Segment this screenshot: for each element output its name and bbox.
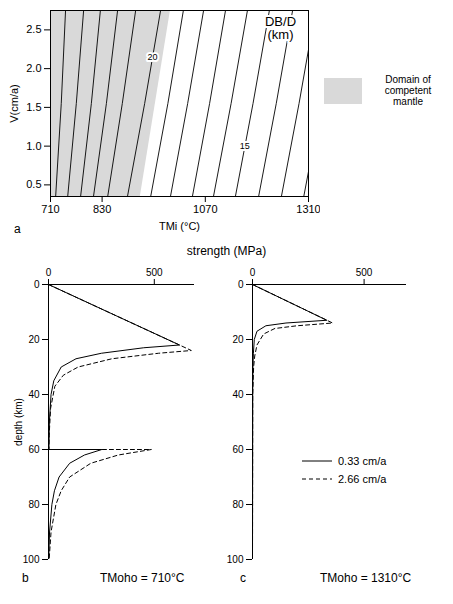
svg-text:1310: 1310 bbox=[296, 203, 320, 215]
svg-text:100: 100 bbox=[23, 554, 40, 565]
svg-text:20: 20 bbox=[28, 334, 40, 345]
svg-text:0: 0 bbox=[46, 267, 52, 278]
svg-text:40: 40 bbox=[232, 389, 244, 400]
html-text:0.33 cm/a: 0.33 cm/a bbox=[338, 455, 387, 467]
html-text:strength (MPa): strength (MPa) bbox=[186, 244, 267, 258]
svg-text:1.0: 1.0 bbox=[26, 140, 41, 152]
svg-text:500: 500 bbox=[356, 267, 373, 278]
html-text:TMoho = 710°C: TMoho = 710°C bbox=[100, 571, 185, 585]
html-text:c: c bbox=[240, 571, 246, 585]
svg-text:0: 0 bbox=[238, 279, 244, 290]
svg-text:710: 710 bbox=[41, 203, 59, 215]
html-text:b: b bbox=[22, 571, 29, 585]
svg-text:40: 40 bbox=[28, 389, 40, 400]
svg-text:0: 0 bbox=[250, 267, 256, 278]
svg-text:60: 60 bbox=[232, 444, 244, 455]
html-text:Domain of competent mantle: Domain of competent mantle bbox=[384, 74, 432, 107]
svg-text:100: 100 bbox=[227, 554, 244, 565]
svg-text:500: 500 bbox=[146, 267, 163, 278]
svg-text:80: 80 bbox=[232, 499, 244, 510]
svg-text:depth (km): depth (km) bbox=[13, 398, 24, 446]
html-text:a: a bbox=[14, 222, 21, 236]
html-text:TMoho = 1310°C: TMoho = 1310°C bbox=[320, 571, 412, 585]
svg-text:2.0: 2.0 bbox=[26, 62, 41, 74]
svg-text:0: 0 bbox=[34, 279, 40, 290]
svg-text:V(cm/a): V(cm/a) bbox=[8, 84, 20, 123]
svg-text:15: 15 bbox=[240, 141, 250, 151]
svg-text:80: 80 bbox=[28, 499, 40, 510]
svg-text:TMi (°C): TMi (°C) bbox=[159, 220, 200, 232]
svg-text:830: 830 bbox=[93, 203, 111, 215]
svg-text:20: 20 bbox=[147, 52, 157, 62]
svg-text:2.5: 2.5 bbox=[26, 23, 41, 35]
svg-text:60: 60 bbox=[28, 444, 40, 455]
html-text:2.66 cm/a: 2.66 cm/a bbox=[338, 473, 387, 485]
svg-text:1070: 1070 bbox=[193, 203, 217, 215]
svg-text:20: 20 bbox=[232, 334, 244, 345]
svg-text:DB/D(km): DB/D(km) bbox=[265, 14, 296, 42]
svg-text:0.5: 0.5 bbox=[26, 178, 41, 190]
svg-text:1.5: 1.5 bbox=[26, 101, 41, 113]
